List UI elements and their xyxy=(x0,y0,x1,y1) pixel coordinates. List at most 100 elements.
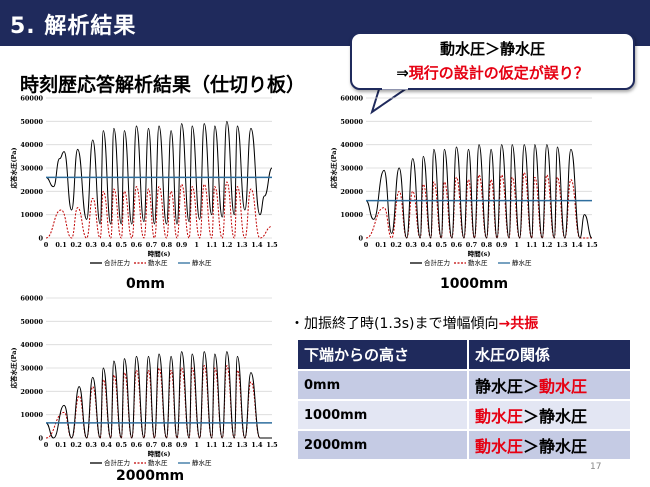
y-tick-label: 20000 xyxy=(340,188,363,196)
y-axis-label: 応答水圧(Pa) xyxy=(9,347,18,389)
x-tick-label: 0.4 xyxy=(421,241,433,249)
series-dynamic-pressure xyxy=(365,172,592,239)
y-tick-label: 60000 xyxy=(340,95,363,103)
slide-title: 5. 解析結果 xyxy=(10,14,137,39)
x-tick-label: 1.5 xyxy=(266,441,278,449)
x-tick-label: 1.1 xyxy=(206,241,217,249)
x-tick-label: 0.9 xyxy=(176,241,188,249)
series-dynamic-pressure xyxy=(45,181,273,239)
callout-line1: 動水圧＞静水圧 xyxy=(439,40,545,58)
x-tick-label: 0.1 xyxy=(375,241,386,249)
relation-a: 静水圧 xyxy=(475,377,524,396)
callout-box: 動水圧＞静水圧 ⇒現行の設計の仮定が誤り？ xyxy=(350,32,635,90)
chart-svg: 0 10000 20000 30000 40000 50000 60000 0 0.1 0.2 0.… xyxy=(329,95,598,268)
x-tick-label: 1.4 xyxy=(251,441,263,449)
x-tick-label: 0.6 xyxy=(131,241,143,249)
x-tick-label: 0.2 xyxy=(70,441,81,449)
y-tick-label: 40000 xyxy=(20,341,43,349)
chart-2000mm: 0 10000 20000 30000 40000 50000 60000 0 0.1 0.2 0.… xyxy=(8,292,283,474)
relation-sep: ＞ xyxy=(523,407,540,426)
y-axis-label: 応答水圧(Pa) xyxy=(329,147,338,189)
y-tick-label: 50000 xyxy=(20,118,43,126)
x-tick-label: 0.3 xyxy=(86,241,98,249)
x-tick-label: 1.5 xyxy=(586,241,598,249)
legend-label: 動水圧 xyxy=(468,258,488,267)
x-tick-label: 0.5 xyxy=(116,241,128,249)
x-axis-label: 時間(s) xyxy=(148,249,171,258)
chart-svg: 0 10000 20000 30000 40000 50000 60000 0 0.1 0.2 0.… xyxy=(9,95,278,268)
legend-label: 合計圧力 xyxy=(104,258,130,267)
x-tick-label: 0.1 xyxy=(55,441,66,449)
legend-label: 静水圧 xyxy=(512,258,532,267)
x-tick-label: 0.6 xyxy=(131,441,143,449)
y-tick-label: 10000 xyxy=(20,211,43,219)
y-tick-label: 20000 xyxy=(20,188,43,196)
x-tick-label: 0 xyxy=(364,241,369,249)
x-tick-label: 0.7 xyxy=(466,241,477,249)
y-tick-label: 50000 xyxy=(20,318,43,326)
legend-label: 動水圧 xyxy=(148,258,168,267)
y-tick-label: 60000 xyxy=(20,295,43,303)
arrow-glyph: ⇒ xyxy=(396,64,409,82)
relation-b: 動水圧 xyxy=(539,377,588,396)
x-axis-label: 時間(s) xyxy=(468,249,491,258)
x-tick-label: 1.1 xyxy=(206,441,217,449)
y-tick-label: 60000 xyxy=(20,95,43,103)
y-tick-label: 50000 xyxy=(340,118,363,126)
x-tick-label: 0.9 xyxy=(496,241,508,249)
y-tick-label: 20000 xyxy=(20,388,43,396)
chart-svg: 0 10000 20000 30000 40000 50000 60000 0 0.1 0.2 0.… xyxy=(9,295,278,468)
series-total-pressure xyxy=(365,144,593,239)
x-tick-label: 1.3 xyxy=(556,241,568,249)
x-tick-label: 0.7 xyxy=(146,441,157,449)
title-bar: 5. 解析結果 xyxy=(0,0,650,46)
x-tick-label: 0.4 xyxy=(101,441,113,449)
x-tick-label: 0.3 xyxy=(406,241,418,249)
x-tick-label: 1 xyxy=(194,241,199,249)
x-tick-label: 1.2 xyxy=(541,241,552,249)
caption-1000mm: 1000mm xyxy=(440,276,509,292)
y-tick-label: 0 xyxy=(358,235,363,243)
legend-label: 静水圧 xyxy=(192,458,212,467)
resonance-note-text: ・加振終了時(1.3s)まで増幅傾向 xyxy=(290,316,499,332)
page-number: 17 xyxy=(590,462,602,472)
row-height: 0mm xyxy=(298,370,469,401)
y-tick-label: 0 xyxy=(38,235,43,243)
y-tick-label: 10000 xyxy=(20,411,43,419)
x-tick-label: 1.5 xyxy=(266,241,278,249)
row-relation: 動水圧＞静水圧 xyxy=(468,400,630,431)
x-tick-label: 0.3 xyxy=(86,441,98,449)
table-row: 0mm 静水圧＞動水圧 xyxy=(298,370,630,401)
y-tick-label: 40000 xyxy=(340,141,363,149)
x-tick-label: 1.3 xyxy=(236,441,248,449)
x-axis-label: 時間(s) xyxy=(148,449,171,458)
series-total-pressure xyxy=(45,120,273,225)
x-tick-label: 0 xyxy=(44,241,49,249)
series-dynamic-pressure xyxy=(45,365,272,439)
table-row: 2000mm 動水圧＞静水圧 xyxy=(298,430,630,461)
x-tick-label: 0.5 xyxy=(436,241,448,249)
resonance-note: ・加振終了時(1.3s)まで増幅傾向→共振 xyxy=(290,313,538,333)
x-tick-label: 0.5 xyxy=(116,441,128,449)
x-tick-label: 1.3 xyxy=(236,241,248,249)
x-tick-label: 1 xyxy=(194,441,199,449)
chart-0mm: 0 10000 20000 30000 40000 50000 60000 0 0.1 0.2 0.… xyxy=(8,92,283,274)
header-height: 下端からの高さ xyxy=(298,340,469,371)
y-tick-label: 10000 xyxy=(340,211,363,219)
x-tick-label: 1.4 xyxy=(251,241,263,249)
caption-0mm: 0mm xyxy=(126,276,165,292)
callout-line2: ⇒現行の設計の仮定が誤り？ xyxy=(352,62,633,83)
relation-a: 動水圧 xyxy=(475,407,524,426)
relation-sep: ＞ xyxy=(523,437,540,456)
chart-1000mm: 0 10000 20000 30000 40000 50000 60000 0 0.1 0.2 0.… xyxy=(328,92,603,274)
y-tick-label: 30000 xyxy=(20,165,43,173)
relation-b: 静水圧 xyxy=(539,437,588,456)
x-tick-label: 0.9 xyxy=(176,441,188,449)
x-tick-label: 1.2 xyxy=(221,241,232,249)
relation-b: 静水圧 xyxy=(539,407,588,426)
caption-2000mm: 2000mm xyxy=(116,468,185,484)
x-tick-label: 0.1 xyxy=(55,241,66,249)
x-tick-label: 0.8 xyxy=(481,241,493,249)
y-tick-label: 40000 xyxy=(20,141,43,149)
x-tick-label: 0.7 xyxy=(146,241,157,249)
